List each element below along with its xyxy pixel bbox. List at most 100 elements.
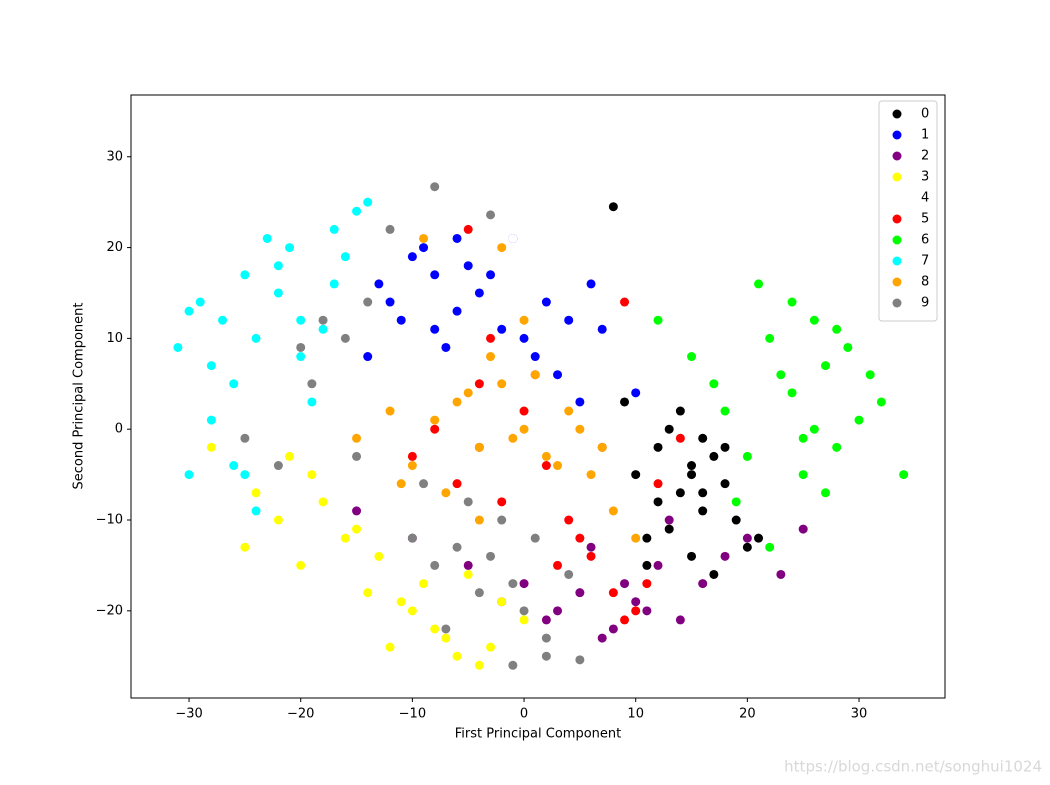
point [687, 461, 697, 471]
watermark: https://blog.csdn.net/songhui1024 [784, 758, 1042, 776]
point [754, 279, 764, 289]
point [463, 388, 473, 398]
point [240, 270, 250, 280]
point [675, 488, 685, 498]
point [285, 451, 295, 461]
point [273, 461, 283, 471]
point [642, 560, 652, 570]
point [553, 606, 563, 616]
point [720, 479, 730, 489]
point [419, 479, 429, 489]
point [519, 424, 529, 434]
x-axis-label: First Principal Component [455, 727, 622, 742]
point [809, 315, 819, 325]
point [731, 515, 741, 525]
point [620, 297, 630, 307]
point [720, 551, 730, 561]
point [564, 515, 574, 525]
point [407, 533, 417, 543]
point [173, 342, 183, 352]
point [754, 533, 764, 543]
point [497, 279, 507, 289]
point [541, 615, 551, 625]
point [687, 551, 697, 561]
point [597, 442, 607, 452]
legend-label: 9 [921, 296, 929, 311]
point [251, 488, 261, 498]
point [340, 333, 350, 343]
point [407, 252, 417, 262]
point [765, 542, 775, 552]
point [519, 315, 529, 325]
point [296, 342, 306, 352]
point [687, 470, 697, 480]
point [530, 315, 540, 325]
point [329, 279, 339, 289]
point [832, 442, 842, 452]
x-tick-label: −10 [399, 707, 426, 722]
point [787, 388, 797, 398]
point [452, 479, 462, 489]
x-tick-label: −30 [175, 707, 202, 722]
point [575, 424, 585, 434]
point [430, 324, 440, 334]
point [798, 470, 808, 480]
point [474, 442, 484, 452]
point [307, 470, 317, 480]
point [608, 588, 618, 598]
point [541, 461, 551, 471]
point [385, 297, 395, 307]
point [709, 379, 719, 389]
legend-label: 7 [921, 254, 929, 269]
y-axis-label: Second Principal Component [72, 303, 87, 490]
point [419, 243, 429, 253]
point [765, 333, 775, 343]
point [608, 624, 618, 634]
point [318, 324, 328, 334]
point [586, 279, 596, 289]
point [664, 524, 674, 534]
point [296, 560, 306, 570]
point [553, 560, 563, 570]
point [340, 252, 350, 262]
legend-marker [892, 235, 902, 245]
point [441, 488, 451, 498]
legend-marker [892, 130, 902, 140]
point [419, 579, 429, 589]
point [709, 569, 719, 579]
point [687, 352, 697, 362]
point [430, 560, 440, 570]
point [720, 406, 730, 416]
point [318, 497, 328, 507]
point [675, 615, 685, 625]
point [631, 597, 641, 607]
point [553, 461, 563, 471]
point [631, 388, 641, 398]
point [541, 633, 551, 643]
point [463, 569, 473, 579]
point [865, 370, 875, 380]
point [575, 397, 585, 407]
point [519, 615, 529, 625]
x-tick-label: 30 [851, 707, 868, 722]
point [441, 342, 451, 352]
point [575, 533, 585, 543]
point [430, 624, 440, 634]
point [363, 588, 373, 598]
point [698, 579, 708, 589]
point [843, 342, 853, 352]
legend-label: 8 [921, 275, 929, 290]
point [486, 352, 496, 362]
point [419, 233, 429, 243]
point [352, 206, 362, 216]
legend-marker [892, 151, 902, 161]
point [407, 606, 417, 616]
point [452, 306, 462, 316]
point [497, 324, 507, 334]
point [519, 406, 529, 416]
point [541, 451, 551, 461]
point [642, 579, 652, 589]
point [352, 433, 362, 443]
